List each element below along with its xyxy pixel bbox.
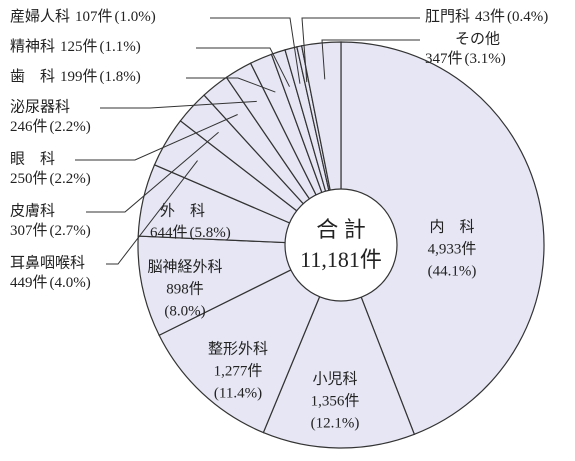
slice-name: 脳神経外科 [147, 258, 222, 275]
slice-percent: (1.8%) [100, 69, 141, 85]
slice-value: 307件 [10, 222, 48, 239]
leader-line [321, 39, 420, 80]
slice-label: 産婦人科 107件 (1.0%) [10, 8, 156, 25]
slice-percent: (44.1%) [428, 263, 477, 279]
slice-value: 250件 [10, 170, 48, 187]
slice-value: 644件 [150, 224, 188, 241]
slice-value: 1,356件 [311, 392, 360, 409]
slice [340, 41, 545, 436]
slice-percent: (0.4%) [507, 9, 548, 25]
slice-label: 307件 (2.7%) [10, 222, 91, 239]
slice-name: 内 科 [429, 218, 474, 235]
slice-percent: (3.1%) [465, 51, 506, 67]
slice-label: 246件 (2.2%) [10, 118, 91, 135]
slice-percent: (1.0%) [115, 9, 156, 25]
slice-label: 644件 (5.8%) [150, 224, 231, 241]
slice-value: 125件 [60, 38, 98, 55]
slice-value: 43件 [475, 8, 505, 25]
slice-label: 250件 (2.2%) [10, 170, 91, 187]
slice-label: 肛門科 43件 (0.4%) [425, 8, 548, 25]
slice-value: 449件 [10, 274, 48, 291]
leader-line [106, 160, 198, 265]
slice-value: 1,277件 [214, 362, 263, 379]
total: 11,181件 [300, 247, 382, 272]
leader-line [301, 17, 420, 83]
slice-value: 347件 [425, 50, 463, 67]
leader-line [75, 114, 238, 161]
slice-name: 整形外科 [208, 340, 268, 357]
slice-percent: (8.0%) [164, 303, 205, 319]
slice-percent: (1.1%) [100, 39, 141, 55]
total-label: 合 計 [316, 217, 366, 242]
slice-name: 泌尿器科 [10, 98, 70, 115]
slice-percent: (11.4%) [214, 385, 262, 401]
slice-name: 外 科 [160, 202, 205, 219]
slice-name: 小児科 [312, 370, 357, 387]
slice-name: 産婦人科 [10, 8, 70, 25]
slice-percent: (2.7%) [50, 223, 91, 239]
slice-percent: (2.2%) [50, 171, 91, 187]
slice [262, 243, 416, 449]
slice-name: 精神科 [10, 38, 55, 55]
slice-name: 眼 科 [10, 150, 55, 167]
leader-line [196, 47, 290, 87]
slice-label: 精神科 125件 (1.1%) [10, 38, 141, 55]
slice-name: その他 [455, 30, 500, 47]
leader-line [86, 131, 219, 213]
leader-line [210, 17, 301, 84]
center-hole [284, 188, 398, 302]
slice-name: 肛門科 [425, 8, 470, 25]
slice-value: 107件 [75, 8, 113, 25]
slice [158, 243, 343, 434]
slice-label: 449件 (4.0%) [10, 274, 91, 291]
leader-line [186, 77, 276, 93]
leader-line [100, 100, 257, 109]
slice-value: 4,933件 [428, 240, 477, 257]
slice-percent: (12.1%) [311, 415, 360, 431]
slice-name: 皮膚科 [10, 202, 55, 219]
slice-label: 347件 (3.1%) [425, 50, 506, 67]
slice-value: 199件 [60, 68, 98, 85]
slice-name: 歯 科 [10, 68, 55, 85]
slice-name: 耳鼻咽喉科 [10, 254, 85, 271]
slice-percent: (4.0%) [50, 275, 91, 291]
slice-value: 898件 [166, 280, 204, 297]
slice-percent: (2.2%) [50, 119, 91, 135]
slice-percent: (5.8%) [190, 225, 231, 241]
slice-value: 246件 [10, 118, 48, 135]
slice-label: 歯 科 199件 (1.8%) [10, 68, 141, 85]
